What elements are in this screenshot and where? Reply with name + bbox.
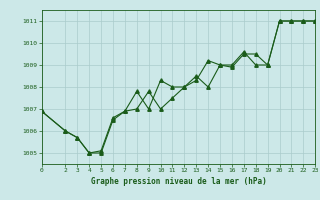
X-axis label: Graphe pression niveau de la mer (hPa): Graphe pression niveau de la mer (hPa) bbox=[91, 177, 266, 186]
